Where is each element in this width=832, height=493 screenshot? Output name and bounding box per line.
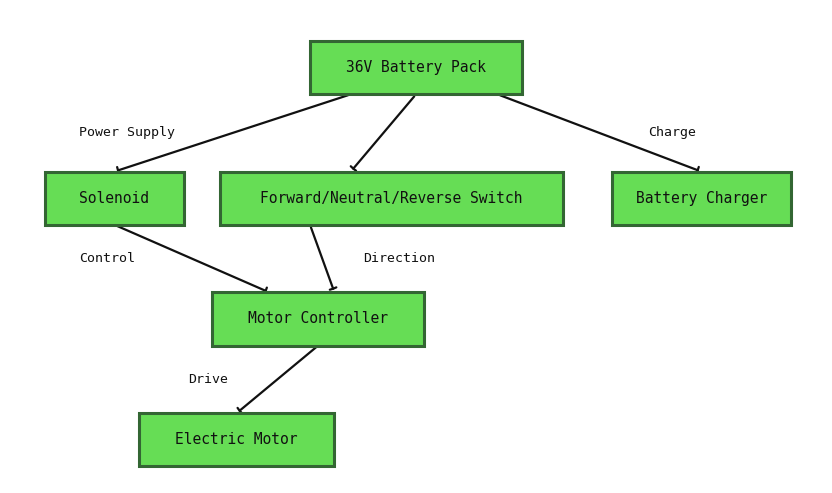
Text: Charge: Charge: [648, 127, 696, 140]
Text: Direction: Direction: [363, 252, 435, 265]
FancyBboxPatch shape: [220, 172, 562, 225]
FancyBboxPatch shape: [310, 41, 522, 94]
Text: Battery Charger: Battery Charger: [636, 191, 767, 206]
Text: Forward/Neutral/Reverse Switch: Forward/Neutral/Reverse Switch: [260, 191, 522, 206]
FancyBboxPatch shape: [212, 292, 424, 346]
Text: Motor Controller: Motor Controller: [248, 312, 389, 326]
Text: Control: Control: [79, 252, 135, 265]
Text: Drive: Drive: [189, 373, 229, 386]
Text: Solenoid: Solenoid: [79, 191, 149, 206]
Text: Electric Motor: Electric Motor: [176, 432, 298, 447]
FancyBboxPatch shape: [612, 172, 791, 225]
FancyBboxPatch shape: [45, 172, 184, 225]
Text: 36V Battery Pack: 36V Battery Pack: [346, 60, 486, 75]
Text: Power Supply: Power Supply: [80, 127, 176, 140]
FancyBboxPatch shape: [139, 413, 334, 466]
